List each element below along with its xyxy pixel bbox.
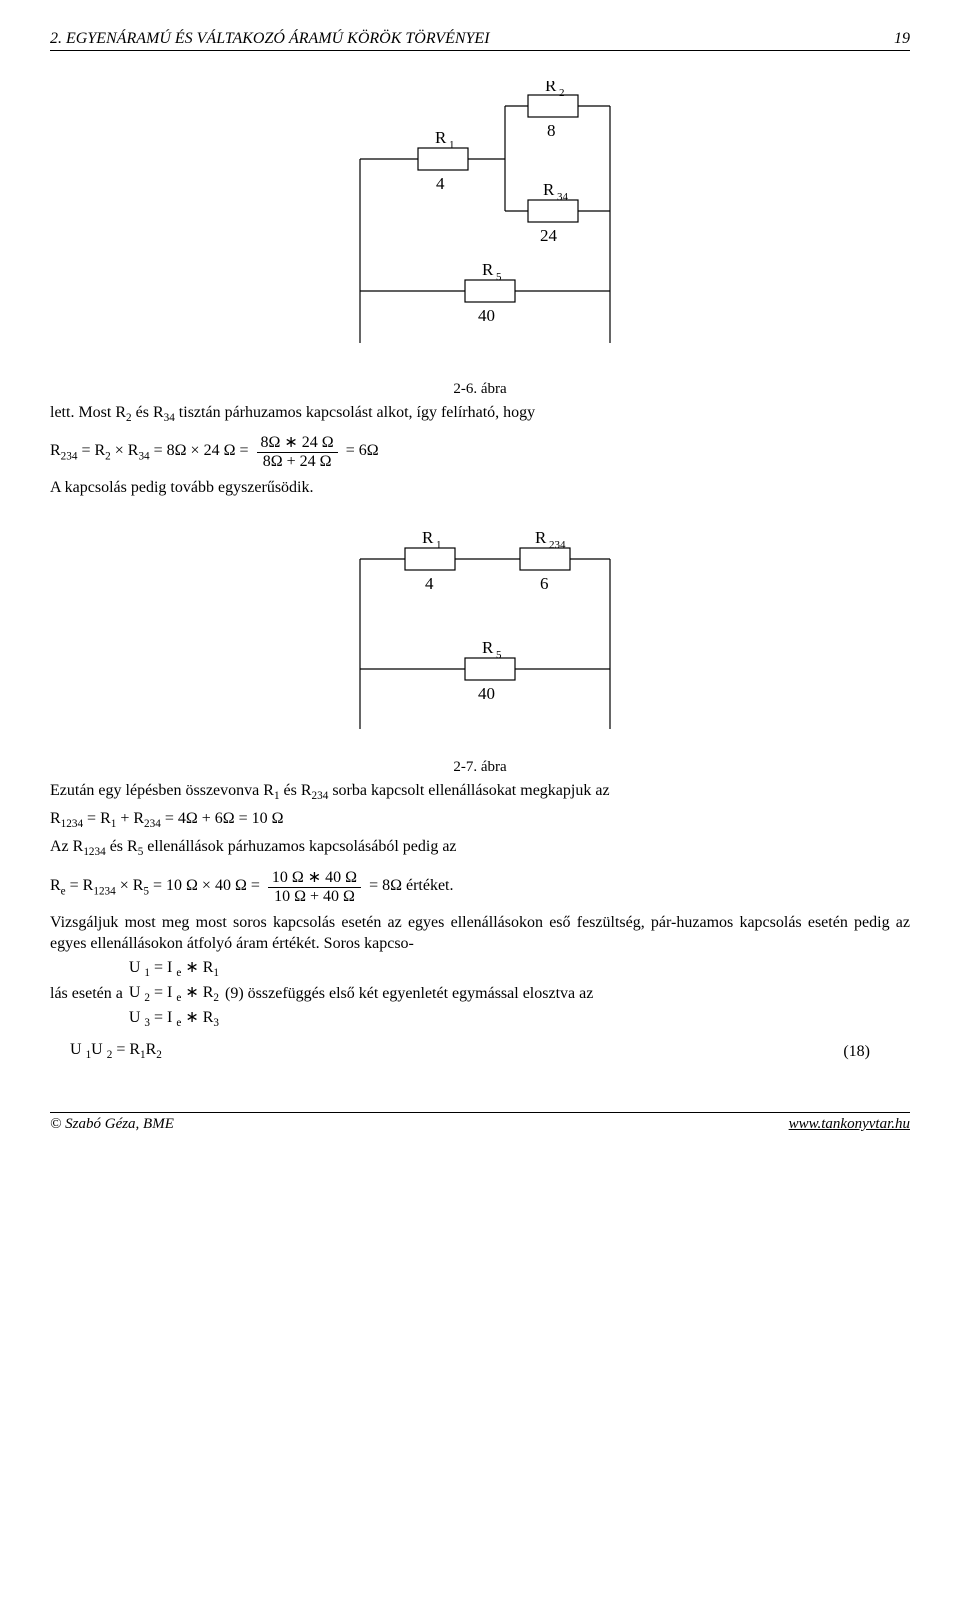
page-footer: © Szabó Géza, BME www.tankonyvtar.hu [50,1112,910,1133]
svg-text:R: R [482,638,494,657]
equation-1: R234 = R2 × R34 = 8Ω × 24 Ω = 8Ω ∗ 24 Ω8… [50,432,910,471]
svg-text:R: R [482,260,494,279]
svg-text:R: R [422,528,434,547]
svg-text:1: 1 [436,539,442,551]
paragraph-3: Ezután egy lépésben összevonva R1 és R23… [50,780,910,804]
paragraph-2: A kapcsolás pedig tovább egyszerűsödik. [50,477,910,499]
figure-2-6: R1 4 R2 8 R34 24 R5 40 [50,81,910,371]
svg-text:2: 2 [559,87,565,99]
paragraph-1: lett. Most R2 és R34 tisztán párhuzamos … [50,402,910,426]
equation-number: (18) [843,1043,870,1061]
equation-18: U 1U 2 = R1R2 (18) [50,1041,910,1061]
page-header: 2. EGYENÁRAMÚ ÉS VÁLTAKOZÓ ÁRAMÚ KÖRÖK T… [50,30,910,51]
figure-2-6-caption: 2-6. ábra [50,381,910,398]
figure-2-7-caption: 2-7. ábra [50,759,910,776]
equation-2: R1234 = R1 + R234 = 4Ω + 6Ω = 10 Ω [50,810,910,830]
svg-text:1: 1 [449,139,455,151]
equation-3: Re = R1234 × R5 = 10 Ω × 40 Ω = 10 Ω ∗ 4… [50,867,910,906]
circuit-diagram-1: R1 4 R2 8 R34 24 R5 40 [310,81,650,371]
svg-text:R: R [545,81,557,95]
header-page-number: 19 [894,30,910,48]
svg-text:R: R [435,128,447,147]
equation-system: U 1 = I e ∗ R1 U 2 = I e ∗ R2 U 3 = I e … [129,957,219,1032]
svg-text:8: 8 [547,121,556,140]
figure-2-7: R1 4 R234 6 R5 40 [50,519,910,749]
circuit-diagram-2: R1 4 R234 6 R5 40 [310,519,650,749]
svg-text:234: 234 [549,539,566,551]
paragraph-6: lás esetén a U 1 = I e ∗ R1 U 2 = I e ∗ … [50,957,910,1032]
svg-text:40: 40 [478,306,495,325]
header-title: 2. EGYENÁRAMÚ ÉS VÁLTAKOZÓ ÁRAMÚ KÖRÖK T… [50,30,490,48]
svg-text:6: 6 [540,574,549,593]
svg-text:40: 40 [478,684,495,703]
svg-text:R: R [543,180,555,199]
svg-text:34: 34 [557,191,569,203]
svg-text:5: 5 [496,271,502,283]
paragraph-5: Vizsgáljuk most meg most soros kapcsolás… [50,912,910,955]
svg-text:5: 5 [496,649,502,661]
footer-link[interactable]: www.tankonyvtar.hu [789,1116,910,1133]
svg-text:R: R [535,528,547,547]
svg-text:4: 4 [425,574,434,593]
svg-text:24: 24 [540,226,558,245]
footer-copyright: © Szabó Géza, BME [50,1116,174,1133]
svg-text:4: 4 [436,174,445,193]
paragraph-4: Az R1234 és R5 ellenállások párhuzamos k… [50,836,910,860]
